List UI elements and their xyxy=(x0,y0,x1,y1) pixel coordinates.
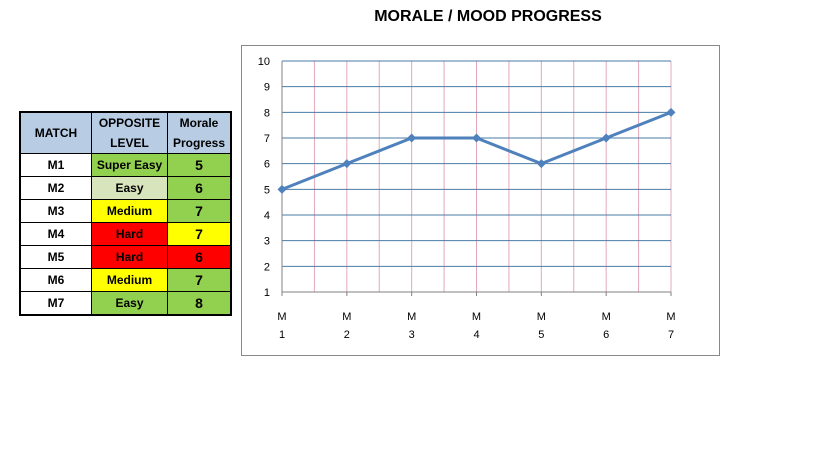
morale-table: MATCH OPPOSITE LEVEL Morale Progress M1 S… xyxy=(19,111,232,316)
data-point xyxy=(407,133,417,143)
morale-progress-cell: 7 xyxy=(167,268,232,292)
y-tick-label: 4 xyxy=(264,210,270,222)
y-tick-label: 1 xyxy=(264,287,270,299)
chart-area: 1 2 3 4 5 6 7 8 9 10 M 1 M 2 M 3 M 4 M 5 M 6 M 7 xyxy=(241,45,720,356)
header-opposite-level: OPPOSITE LEVEL xyxy=(91,111,168,154)
x-tick-label: M xyxy=(277,311,286,323)
opposite-level-cell: Hard xyxy=(91,222,168,246)
data-point xyxy=(536,159,546,169)
x-tick-label: 2 xyxy=(344,329,350,341)
table-header-row: MATCH OPPOSITE LEVEL Morale Progress xyxy=(19,111,232,154)
match-cell: M4 xyxy=(19,222,92,246)
table-row: M1 Super Easy 5 xyxy=(19,153,232,177)
table-row: M6 Medium 7 xyxy=(19,268,232,292)
y-tick-label: 7 xyxy=(264,133,270,145)
x-tick-label: M xyxy=(666,311,675,323)
y-tick-label: 5 xyxy=(264,184,270,196)
opposite-level-cell: Hard xyxy=(91,245,168,269)
x-tick-label: M xyxy=(602,311,611,323)
data-point xyxy=(666,107,676,117)
y-tick-label: 3 xyxy=(264,236,270,248)
y-tick-label: 2 xyxy=(264,261,270,273)
x-tick-label: 4 xyxy=(473,329,479,341)
table-row: M3 Medium 7 xyxy=(19,199,232,223)
y-tick-label: 6 xyxy=(264,159,270,171)
header-match: MATCH xyxy=(19,111,92,154)
x-tick-label: M xyxy=(407,311,416,323)
opposite-level-cell: Medium xyxy=(91,199,168,223)
opposite-level-cell: Super Easy xyxy=(91,153,168,177)
y-tick-label: 10 xyxy=(258,56,270,68)
match-cell: M5 xyxy=(19,245,92,269)
data-point xyxy=(601,133,611,143)
match-cell: M1 xyxy=(19,153,92,177)
opposite-level-cell: Easy xyxy=(91,291,168,316)
table-row: M7 Easy 8 xyxy=(19,291,232,316)
match-cell: M7 xyxy=(19,291,92,316)
y-tick-label: 9 xyxy=(264,82,270,94)
table-row: M5 Hard 6 xyxy=(19,245,232,269)
header-morale-progress: Morale Progress xyxy=(167,111,232,154)
morale-progress-cell: 7 xyxy=(167,222,232,246)
morale-progress-cell: 5 xyxy=(167,153,232,177)
data-point xyxy=(472,133,481,143)
x-tick-label: M xyxy=(472,311,481,323)
morale-progress-cell: 6 xyxy=(167,176,232,200)
match-cell: M6 xyxy=(19,268,92,292)
morale-progress-cell: 7 xyxy=(167,199,232,223)
x-tick-label: 1 xyxy=(279,329,285,341)
opposite-level-cell: Medium xyxy=(91,268,168,292)
match-cell: M2 xyxy=(19,176,92,200)
y-tick-label: 8 xyxy=(264,107,270,119)
morale-progress-cell: 8 xyxy=(167,291,232,316)
morale-progress-cell: 6 xyxy=(167,245,232,269)
data-point xyxy=(277,184,287,194)
table-row: M4 Hard 7 xyxy=(19,222,232,246)
opposite-level-cell: Easy xyxy=(91,176,168,200)
chart-title: MORALE / MOOD PROGRESS xyxy=(374,8,602,25)
x-tick-label: 3 xyxy=(409,329,415,341)
data-point xyxy=(342,159,352,169)
table-row: M2 Easy 6 xyxy=(19,176,232,200)
x-tick-label: 6 xyxy=(603,329,609,341)
x-tick-label: 5 xyxy=(538,329,544,341)
match-cell: M3 xyxy=(19,199,92,223)
x-tick-label: 7 xyxy=(668,329,674,341)
x-tick-label: M xyxy=(342,311,351,323)
x-tick-label: M xyxy=(537,311,546,323)
